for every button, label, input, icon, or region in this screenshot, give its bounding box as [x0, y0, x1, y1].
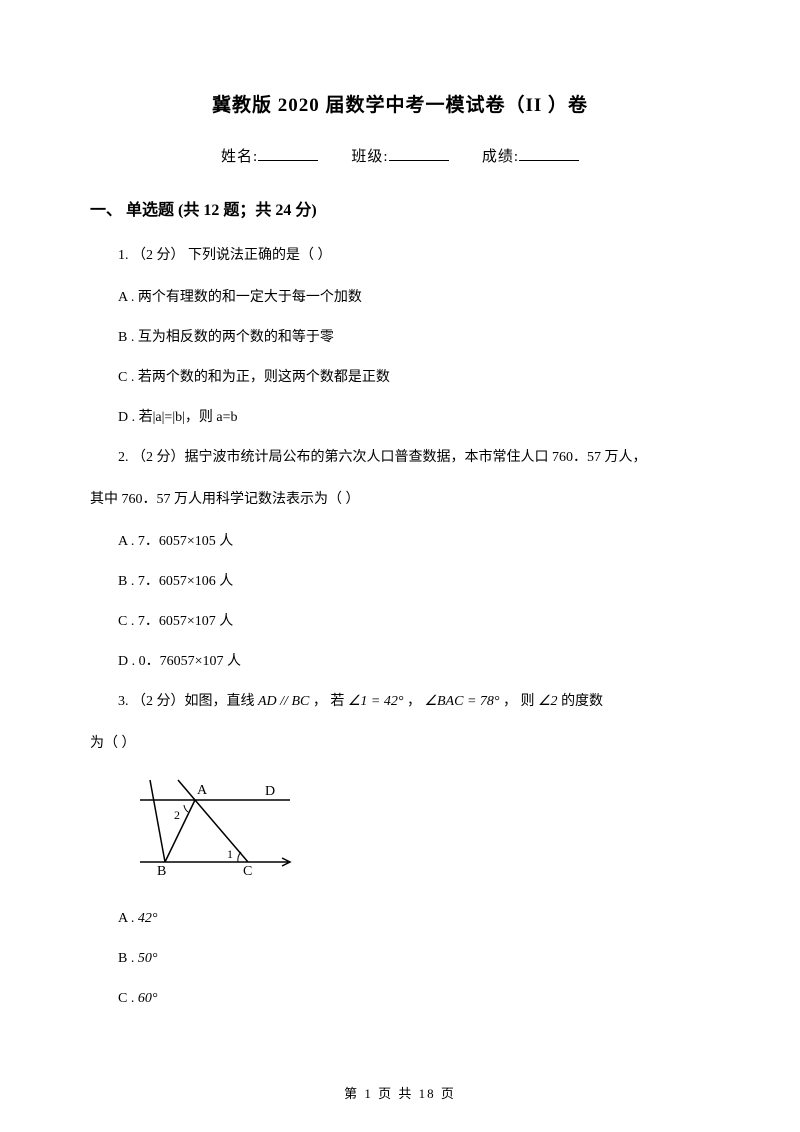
q3-ang1: ∠1 = 42°: [348, 694, 404, 709]
q3-post: 的度数: [558, 694, 604, 709]
q3-mid2: ，: [403, 694, 424, 709]
name-label: 姓名:: [221, 149, 258, 165]
class-blank[interactable]: [389, 147, 449, 161]
section-heading: 一、 单选题 (共 12 题；共 24 分): [90, 196, 710, 220]
q2-stem-line1: 2. （2 分）据宁波市统计局公布的第六次人口普查数据，本市常住人口 760．5…: [90, 444, 710, 472]
label-a: A: [197, 783, 208, 798]
q1-stem: 1. （2 分） 下列说法正确的是（ ）: [90, 242, 710, 270]
q1-opt-d: D . 若|a|=|b|，则 a=b: [90, 404, 710, 432]
q3-a-val: 42°: [138, 911, 158, 926]
q3-ang2: ∠2: [538, 694, 558, 709]
q3-stem-line1: 3. （2 分）如图，直线 AD // BC ， 若 ∠1 = 42° ， ∠B…: [90, 688, 710, 716]
score-label: 成绩:: [482, 149, 519, 165]
q3-mid3: ， 则: [500, 694, 539, 709]
page-footer: 第 1 页 共 18 页: [90, 1083, 710, 1102]
q3-b-label: B .: [118, 951, 138, 966]
class-label: 班级:: [351, 149, 388, 165]
exam-title: 冀教版 2020 届数学中考一模试卷（II ）卷: [90, 90, 710, 117]
line-a-ext: [178, 780, 195, 800]
q3-c-val: 60°: [138, 991, 158, 1006]
label-d: D: [265, 784, 275, 799]
q3-bac: ∠BAC = 78°: [424, 694, 499, 709]
q3-b-val: 50°: [138, 951, 158, 966]
q3-opt-c: C . 60°: [90, 985, 710, 1013]
label-b: B: [157, 864, 166, 879]
q2-opt-a: A . 7．6057×105 人: [90, 528, 710, 556]
q1-opt-b: B . 互为相反数的两个数的和等于零: [90, 324, 710, 352]
name-blank[interactable]: [258, 147, 318, 161]
q3-opt-a: A . 42°: [90, 905, 710, 933]
angle2-arc: [184, 805, 188, 812]
label-c: C: [243, 864, 252, 879]
q3-adbc: AD // BC: [258, 694, 309, 709]
label-ang1: 1: [227, 847, 233, 861]
q2-stem-line2: 其中 760．57 万人用科学记数法表示为（ ）: [90, 486, 710, 514]
q3-c-label: C .: [118, 991, 138, 1006]
q1-opt-c: C . 若两个数的和为正，则这两个数都是正数: [90, 364, 710, 392]
q3-stem-line2: 为（ ）: [90, 730, 710, 758]
q3-opt-b: B . 50°: [90, 945, 710, 973]
q2-opt-c: C . 7．6057×107 人: [90, 608, 710, 636]
q2-opt-b: B . 7．6057×106 人: [90, 568, 710, 596]
line-ab: [165, 800, 195, 862]
score-blank[interactable]: [519, 147, 579, 161]
label-ang2: 2: [174, 808, 180, 822]
q3-mid1: ， 若: [309, 694, 348, 709]
q3-a-label: A .: [118, 911, 138, 926]
q2-opt-d: D . 0．76057×107 人: [90, 648, 710, 676]
q1-opt-a: A . 两个有理数的和一定大于每一个加数: [90, 284, 710, 312]
q3-pre: 3. （2 分）如图，直线: [118, 694, 258, 709]
line-ab-ext: [150, 780, 165, 862]
q3-diagram: A D B C 1 2: [130, 772, 710, 887]
student-info-row: 姓名: 班级: 成绩:: [90, 145, 710, 166]
